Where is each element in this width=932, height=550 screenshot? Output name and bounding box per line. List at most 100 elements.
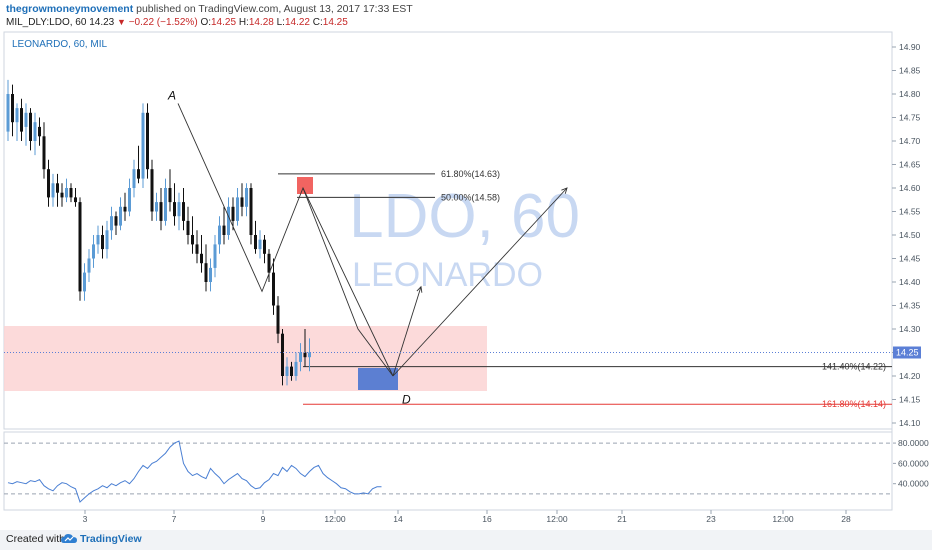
candle-body [182, 202, 185, 221]
candle-body [6, 94, 10, 132]
rsi-tick-label: 60.0000 [898, 458, 929, 468]
watermark-name: LEONARDO [352, 256, 543, 294]
candle-body [209, 267, 212, 282]
candle-body [78, 202, 82, 292]
candle-body [123, 206, 127, 212]
pattern-legs [177, 103, 394, 377]
candle-body [29, 112, 32, 141]
candle-body [204, 263, 208, 282]
time-tick-label: 23 [706, 514, 716, 524]
author-link[interactable]: thegrowmoneymovement [6, 3, 134, 15]
candle-body [69, 188, 73, 198]
last-price-tag-text: 14.25 [896, 348, 919, 358]
pattern-label-d: D [402, 393, 411, 407]
candle-body [65, 188, 68, 198]
prz-blue-box [358, 368, 398, 390]
fib-red-box [297, 177, 313, 194]
candle-body [119, 206, 122, 226]
candle-body [290, 366, 293, 376]
price-tick-label: 14.35 [899, 301, 921, 311]
price-tick-label: 14.55 [899, 207, 921, 217]
low-label: L: [276, 17, 285, 28]
symbol-label: MIL_DLY:LDO, 60 [6, 17, 87, 28]
rsi-tick-label: 40.0000 [898, 479, 929, 489]
fib-label: 50.00%(14.58) [441, 192, 500, 202]
candle-body [20, 108, 23, 132]
price-tick-label: 14.40 [899, 277, 921, 287]
candle-body [24, 112, 28, 127]
candle-body [146, 112, 149, 170]
time-tick-label: 28 [841, 514, 851, 524]
candle-body [218, 225, 221, 245]
tradingview-cloud-icon [61, 534, 77, 543]
candle-body [155, 202, 158, 212]
candle-body [186, 220, 190, 235]
candle-body [96, 235, 100, 245]
candle-body [227, 206, 230, 235]
candle-body [303, 352, 307, 358]
price-tick-label: 14.15 [899, 395, 921, 405]
candle-body [164, 188, 167, 221]
time-axis-ticks: 3 7 9 12:00 14 16 12:00 21 23 12:00 28 [83, 510, 851, 524]
tradingview-brand[interactable]: TradingView [80, 533, 142, 545]
fib-label: 61.80%(14.63) [441, 169, 500, 179]
time-tick-label: 14 [393, 514, 403, 524]
candle-body [51, 183, 55, 198]
candle-body [47, 169, 50, 198]
candle-body [38, 126, 41, 137]
candle-body [236, 197, 239, 221]
candle-body [258, 239, 262, 250]
price-tick-label: 14.20 [899, 371, 921, 381]
price-chart[interactable]: LDO, 60 LEONARDO LEONARDO, 60, MIL 14.90… [0, 0, 932, 530]
price-tick-label: 14.65 [899, 160, 921, 170]
time-tick-label: 16 [482, 514, 492, 524]
candle-body [299, 352, 302, 362]
candle-body [110, 216, 113, 231]
candle-body [254, 235, 257, 250]
time-tick-label: 3 [83, 514, 88, 524]
candle-body [231, 206, 235, 221]
close-value: 14.25 [322, 17, 348, 28]
candle-body [74, 197, 77, 203]
candle-body [272, 272, 275, 306]
open-label: O: [200, 17, 211, 28]
price-change: −0.22 (−1.52%) [128, 17, 198, 28]
projection-arrow [392, 187, 568, 377]
chart-legend: LEONARDO, 60, MIL [12, 39, 107, 50]
ohlc-bar: MIL_DLY:LDO, 60 14.23 ▼ −0.22 (−1.52%) O… [6, 17, 348, 28]
created-with-label: Created with [6, 533, 65, 545]
candle-body [33, 122, 37, 141]
price-tick-label: 14.90 [899, 42, 921, 52]
price-tick-label: 14.10 [899, 418, 921, 428]
candle-body [308, 352, 311, 358]
time-tick-label: 9 [261, 514, 266, 524]
rsi-pane-frame [3, 431, 893, 511]
candle-body [222, 225, 226, 235]
candle-body [141, 112, 145, 179]
candle-body [200, 253, 203, 264]
high-value: 14.28 [248, 17, 274, 28]
candle-body [285, 366, 289, 376]
price-tick-label: 14.50 [899, 230, 921, 240]
projection-arrowhead [416, 285, 423, 293]
price-tick-label: 14.85 [899, 66, 921, 76]
time-tick-label: 12:00 [546, 514, 568, 524]
publish-info: thegrowmoneymovement published on Tradin… [6, 3, 413, 15]
price-tick-label: 14.30 [899, 324, 921, 334]
price-tick-label: 14.45 [899, 254, 921, 264]
price-tick-label: 14.75 [899, 113, 921, 123]
candle-body [263, 239, 266, 254]
candle-body [267, 253, 271, 273]
candle-body [159, 202, 163, 221]
footer: Created with TradingView [0, 530, 932, 550]
pattern-leg-cd [302, 187, 394, 377]
last-price: 14.23 [89, 17, 115, 28]
projection-arrow [392, 286, 422, 377]
fib-label: 161.80%(14.14) [822, 399, 886, 409]
candle-body [42, 136, 46, 170]
harmonic-pattern: AD [167, 88, 568, 407]
candle-body [240, 197, 244, 207]
price-tick-label: 14.60 [899, 183, 921, 193]
candle-body [137, 169, 140, 179]
time-tick-label: 12:00 [772, 514, 794, 524]
